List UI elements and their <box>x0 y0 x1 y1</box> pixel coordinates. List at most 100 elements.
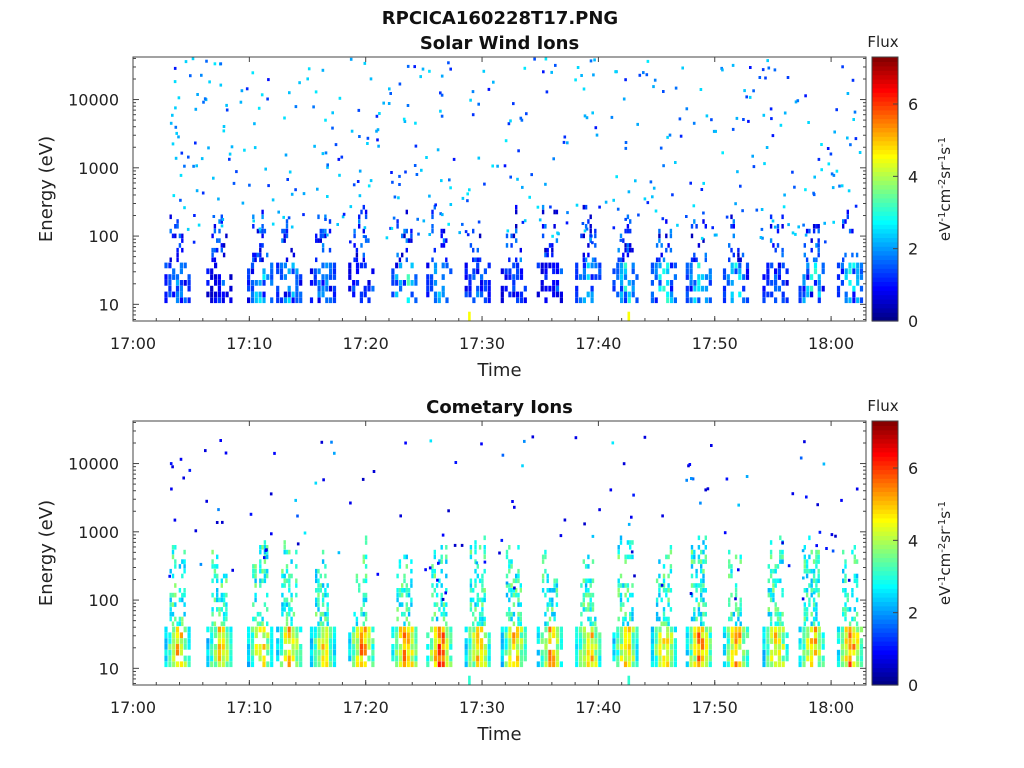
heatmap-cell <box>722 649 727 656</box>
heatmap-cell <box>510 243 513 248</box>
heatmap-cell <box>582 297 586 304</box>
heatmap-cell <box>738 644 742 650</box>
heatmap-cell <box>464 262 468 269</box>
heatmap-cell <box>440 114 444 118</box>
heatmap-cell <box>802 223 805 227</box>
heatmap-cell <box>617 592 620 598</box>
heatmap-cell <box>315 578 318 584</box>
heatmap-cell <box>844 588 847 593</box>
heatmap-cell <box>582 559 585 564</box>
heatmap-cell <box>329 661 333 668</box>
colorbar-segment <box>872 290 898 296</box>
heatmap-cell <box>464 626 468 633</box>
heatmap-cell <box>176 224 179 229</box>
heatmap-cell <box>810 661 814 668</box>
heatmap-cell <box>774 578 777 584</box>
heatmap-cell <box>476 564 479 569</box>
heatmap-cell <box>711 226 714 230</box>
heatmap-cell <box>559 534 563 538</box>
heatmap-cell <box>279 297 284 304</box>
heatmap-cell <box>853 578 856 584</box>
heatmap-cell <box>844 649 848 656</box>
heatmap-cell <box>803 440 806 444</box>
heatmap-cell <box>761 68 765 72</box>
heatmap-cell <box>817 247 820 253</box>
heatmap-cell <box>181 559 184 564</box>
heatmap-cell <box>476 247 479 253</box>
heatmap-cell <box>732 252 735 258</box>
heatmap-cell <box>378 112 381 115</box>
heatmap-cell <box>629 228 632 234</box>
heatmap-cell <box>429 439 433 443</box>
heatmap-cell <box>856 649 860 656</box>
heatmap-cell <box>168 661 172 668</box>
colorbar-segment <box>872 241 898 247</box>
heatmap-cell <box>541 573 545 579</box>
heatmap-cell <box>673 262 677 269</box>
colorbar-segment <box>872 605 898 611</box>
heatmap-cell <box>660 252 663 258</box>
heatmap-cell <box>701 632 705 639</box>
heatmap-cell <box>559 632 563 639</box>
heatmap-cell <box>598 638 602 644</box>
heatmap-cell <box>206 661 210 668</box>
heatmap-cell <box>810 638 814 644</box>
heatmap-cell <box>662 573 666 579</box>
heatmap-cell <box>670 297 674 304</box>
heatmap-cell <box>584 257 588 263</box>
heatmap-cell <box>681 66 684 70</box>
heatmap-cell <box>769 214 773 220</box>
heatmap-cell <box>519 268 524 275</box>
heatmap-cell <box>404 441 407 445</box>
heatmap-cell <box>273 451 276 455</box>
colorbar-segment <box>872 465 898 470</box>
heatmap-cell <box>512 638 516 644</box>
heatmap-cell <box>437 644 441 650</box>
heatmap-cell <box>317 621 320 627</box>
heatmap-cell <box>587 578 590 584</box>
heatmap-cell <box>256 621 260 627</box>
heatmap-cell <box>261 257 264 263</box>
heatmap-cell <box>666 626 670 633</box>
heatmap-cell <box>512 621 516 627</box>
heatmap-cell <box>324 151 328 155</box>
heatmap-cell <box>798 638 802 644</box>
heatmap-cell <box>685 215 688 218</box>
heatmap-cell <box>509 175 512 179</box>
heatmap-cell <box>299 644 303 650</box>
heatmap-cell <box>362 611 365 617</box>
heatmap-cell <box>813 268 818 275</box>
heatmap-cell <box>283 655 287 662</box>
heatmap-cell <box>650 291 654 298</box>
heatmap-cell <box>331 111 334 115</box>
heatmap-cell <box>806 285 810 292</box>
heatmap-cell <box>665 588 668 593</box>
heatmap-cell <box>352 183 356 187</box>
heatmap-cell <box>442 228 446 234</box>
heatmap-cell <box>708 638 712 644</box>
heatmap-cell <box>836 661 841 668</box>
heatmap-cell <box>722 291 727 298</box>
heatmap-cell <box>321 638 325 644</box>
heatmap-cell <box>270 626 274 633</box>
heatmap-cell <box>389 92 392 95</box>
heatmap-cell <box>241 201 245 205</box>
heatmap-cell <box>666 638 670 644</box>
heatmap-cell <box>559 291 563 298</box>
heatmap-cell <box>250 644 255 650</box>
heatmap-cell <box>655 597 659 603</box>
heatmap-cell <box>510 592 513 598</box>
heatmap-cell <box>172 274 176 280</box>
heatmap-cell <box>164 655 168 662</box>
heatmap-cell <box>253 122 256 126</box>
heatmap-cell <box>262 280 266 286</box>
heatmap-cell <box>487 644 491 650</box>
heatmap-cell <box>352 632 356 639</box>
heatmap-cell <box>575 649 579 656</box>
heatmap-cell <box>802 274 806 280</box>
heatmap-cell <box>349 205 353 209</box>
heatmap-cell <box>512 262 516 269</box>
heatmap-cell <box>794 100 798 104</box>
heatmap-cell <box>856 280 860 286</box>
heatmap-cell <box>181 616 184 622</box>
